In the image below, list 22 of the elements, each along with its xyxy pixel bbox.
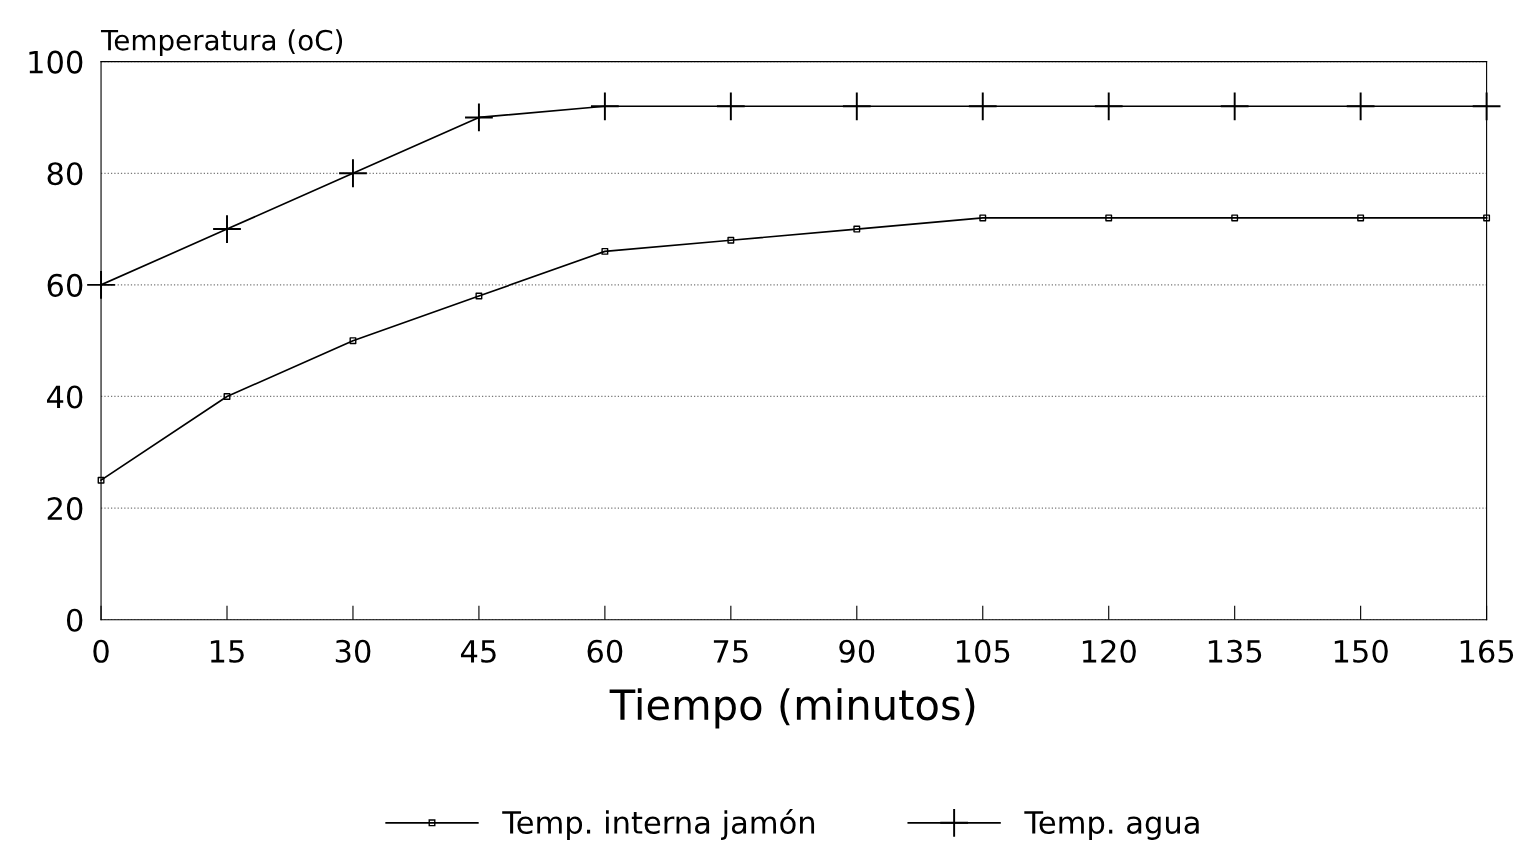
y-tick-label: 20: [47, 497, 83, 521]
y-axis-title: Temperatura (oC): [100, 29, 343, 57]
x-tick-label: 75: [713, 640, 748, 663]
x-tick-label: 45: [460, 640, 496, 663]
y-tick-label: 100: [29, 50, 83, 74]
y-tick-label: 60: [47, 273, 83, 297]
x-tick-label: 135: [1208, 639, 1262, 663]
x-tick-label: 60: [587, 639, 623, 663]
x-tick-label: 105: [956, 639, 1010, 663]
legend-label: Temp. agua: [1024, 811, 1199, 840]
y-tick-label: 0: [66, 608, 83, 632]
x-tick-label: 150: [1334, 639, 1388, 663]
x-tick-label: 30: [335, 639, 371, 663]
y-tick-label: 40: [46, 385, 83, 409]
y-tick-label: 80: [47, 162, 83, 186]
x-tick-label: 15: [210, 640, 244, 663]
x-tick-label: 120: [1082, 639, 1136, 663]
x-tick-label: 165: [1460, 639, 1514, 663]
legend-label: Temp. interna jamón: [502, 809, 815, 840]
x-axis-title: Tiempo (minutos): [609, 688, 975, 729]
x-tick-label: 0: [93, 639, 109, 663]
x-tick-label: 90: [839, 639, 875, 663]
